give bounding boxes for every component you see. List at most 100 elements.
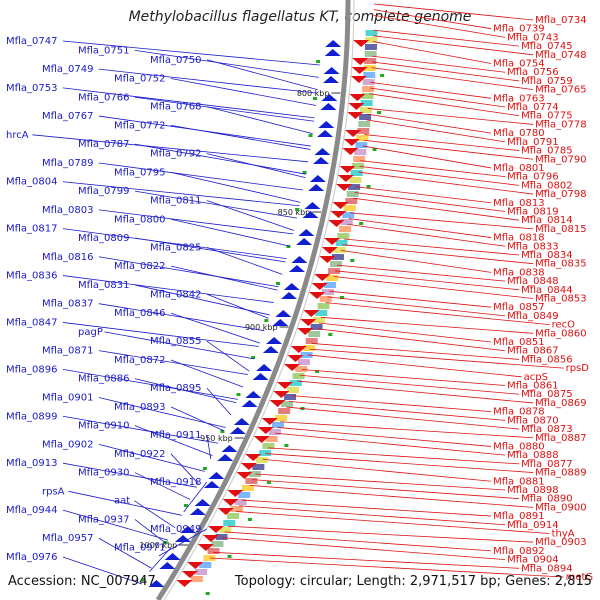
left-label-leader <box>98 303 265 332</box>
right-gene-label: Mfla_0878 <box>493 407 545 418</box>
left-label-leader <box>170 125 311 150</box>
feature-block <box>360 100 373 106</box>
feature-block <box>199 562 212 568</box>
forward-gene-arrow <box>164 553 181 560</box>
reverse-gene-arrow <box>284 364 301 371</box>
feature-block <box>234 499 247 505</box>
left-gene-label: Mfla_0772 <box>114 120 166 131</box>
left-label-leader <box>32 134 309 163</box>
forward-gene-arrow <box>203 481 220 488</box>
right-gene-label: Mfla_0802 <box>521 180 573 191</box>
right-gene-label: Mfla_0853 <box>535 294 587 305</box>
right-gene-label: Mfla_0756 <box>507 67 559 78</box>
left-gene-label: Mfla_0886 <box>78 374 130 385</box>
forward-gene-arrow <box>262 346 279 353</box>
gene-marker <box>202 467 207 470</box>
right-gene-label: acpS <box>524 372 548 383</box>
forward-gene-arrow <box>312 157 329 164</box>
feature-block <box>272 422 285 428</box>
right-gene-label: Mfla_0861 <box>507 381 559 392</box>
right-label-leader <box>373 9 492 30</box>
reverse-gene-arrow <box>222 499 239 506</box>
forward-gene-arrow <box>298 229 315 236</box>
forward-gene-arrow <box>324 49 341 56</box>
right-label-leader <box>358 171 534 195</box>
feature-block <box>345 198 358 204</box>
right-label-leader <box>299 374 520 395</box>
right-gene-label: thyA <box>552 528 575 539</box>
right-gene-label: Mfla_0849 <box>507 311 559 322</box>
right-label-leader <box>362 145 492 169</box>
feature-block <box>337 233 350 239</box>
left-gene-label: Mfla_0752 <box>114 74 166 85</box>
left-gene-label: Mfla_0971 <box>114 543 166 554</box>
left-label-leader <box>149 547 172 572</box>
left-gene-label: Mfla_0896 <box>6 364 58 375</box>
left-gene-label: Mfla_0767 <box>42 111 94 122</box>
gene-marker <box>366 185 371 188</box>
right-label-leader <box>373 29 520 47</box>
feature-block <box>308 331 321 337</box>
right-gene-label: Mfla_0801 <box>493 163 545 174</box>
left-label-leader <box>206 200 295 231</box>
scale-label: 900 kbp <box>245 323 278 332</box>
reverse-gene-arrow <box>311 283 328 290</box>
right-label-leader <box>369 93 520 117</box>
right-gene-label: Mfla_0873 <box>521 424 573 435</box>
right-label-leader <box>327 296 506 317</box>
left-label-leader <box>62 40 320 66</box>
right-gene-label: Mfla_0743 <box>507 32 559 43</box>
feature-block <box>248 471 261 477</box>
feature-block <box>354 149 367 155</box>
right-label-leader <box>359 165 520 186</box>
left-label-leader <box>98 162 304 191</box>
right-label-leader <box>348 218 492 238</box>
reverse-gene-arrow <box>303 310 320 317</box>
forward-gene-arrow <box>320 103 337 110</box>
forward-gene-arrow <box>159 562 176 569</box>
feature-block <box>335 240 348 246</box>
left-label-leader <box>62 415 219 444</box>
feature-block <box>305 338 318 344</box>
forward-gene-arrow <box>233 418 250 425</box>
feature-block <box>346 191 359 197</box>
feature-block <box>262 443 275 449</box>
feature-block <box>292 373 305 379</box>
feature-block <box>223 520 236 526</box>
reverse-gene-arrow <box>314 274 331 281</box>
reverse-gene-arrow <box>350 76 367 83</box>
feature-block <box>310 324 323 330</box>
scale-label: 850 kbp <box>278 208 311 217</box>
forward-gene-arrow <box>241 400 258 407</box>
gene-marker <box>183 504 188 507</box>
left-label-leader <box>170 218 291 247</box>
right-label-leader <box>316 328 506 352</box>
left-label-leader <box>134 378 237 404</box>
left-gene-label: Mfla_0804 <box>6 177 58 188</box>
reverse-gene-arrow <box>240 463 257 470</box>
left-label-leader <box>170 171 301 203</box>
reverse-gene-arrow <box>328 220 345 227</box>
right-gene-label: Mfla_0765 <box>535 85 587 96</box>
forward-gene-arrow <box>304 202 321 209</box>
left-label-leader <box>206 153 306 178</box>
left-gene-label: Mfla_0799 <box>78 186 130 197</box>
feature-block <box>211 541 224 547</box>
feature-block <box>340 219 353 225</box>
left-label-leader <box>170 78 317 106</box>
right-gene-label: Mfla_0819 <box>507 206 559 217</box>
feature-block <box>241 485 254 491</box>
forward-gene-arrow <box>179 526 196 533</box>
left-gene-label: Mfla_0795 <box>114 167 166 178</box>
left-label-leader <box>62 275 274 303</box>
right-gene-label: Mfla_0739 <box>493 24 545 35</box>
right-gene-label: Mfla_0904 <box>507 555 559 566</box>
left-label-leader <box>170 312 261 344</box>
left-label-leader <box>134 237 286 263</box>
figure-title: Methylobacillus flagellatus KT, complete… <box>128 9 472 25</box>
right-label-leader <box>209 557 564 578</box>
left-gene-label: Mfla_0846 <box>114 308 166 319</box>
left-gene-label: Mfla_0751 <box>78 45 130 56</box>
feature-block <box>328 268 341 274</box>
forward-gene-arrow <box>325 40 342 47</box>
